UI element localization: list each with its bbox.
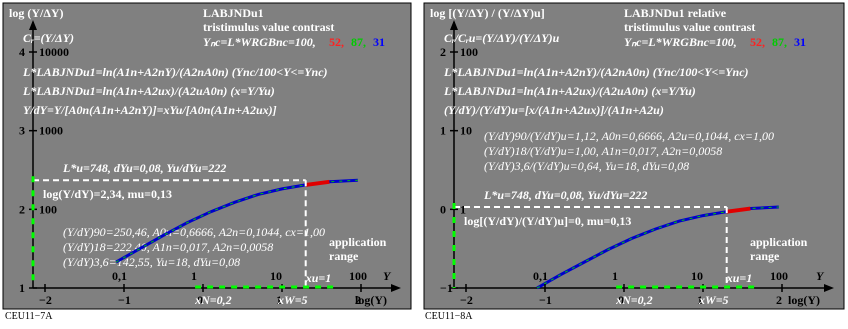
rgb-value-0: 52, bbox=[750, 35, 765, 49]
info-line-0: (Y/dY)90=250,46, A0n=0,6666, A2n=0,1044,… bbox=[63, 225, 325, 239]
chart-subtitle: tristimulus value contrast bbox=[624, 20, 755, 34]
rgb-value-2: 31 bbox=[373, 35, 385, 49]
equation-2: Y/dY=Y/[A0n(A1n+A2nY)]=xYu/[A0n(A1n+A2ux… bbox=[23, 103, 277, 117]
point-label: L*u=748, dYu=0,08, Yu/dYu=222 bbox=[62, 161, 226, 175]
xn-label: xN=0,2 bbox=[194, 293, 232, 307]
y-small-label: Y bbox=[816, 269, 825, 283]
y-tick-label: −1 bbox=[440, 281, 453, 295]
chart-right: log [(Y/ΔY) / (Y/ΔY)u] LABJNDu1 relativet… bbox=[423, 2, 845, 322]
point-label: L*u=748, dYu=0,08, Yu/dYu=222 bbox=[483, 188, 647, 202]
y-tick-minor-label: 1000 bbox=[39, 124, 63, 138]
equation-1: L*LABJNDu1=ln(A1n+A2ux)/(A2uA0n) (x=Y/Yu… bbox=[22, 84, 275, 98]
xu-label: xu=1 bbox=[726, 271, 753, 285]
x-tick-label: −1 bbox=[118, 293, 131, 307]
x-minor-label: 1 bbox=[191, 269, 197, 283]
log-label: log(Y/dY)=2,34, mu=0,13 bbox=[43, 187, 172, 201]
info-line-0: (Y/dY)90/(Y/dY)u=1,12, A0n=0,6666, A2u=0… bbox=[484, 129, 774, 143]
ync-label: Yₙc=L*WRGBnc=100, bbox=[624, 35, 737, 49]
contrast-label: Cᵣ/Cᵣu=(Y/ΔY)/(Y/ΔY)u bbox=[444, 31, 560, 45]
info-line-1: (Y/dY)18=222,40, A1n=0,017, A2n=0,0058 bbox=[63, 240, 273, 254]
rgb-value-2: 31 bbox=[794, 35, 806, 49]
contrast-label: Cᵣ=(Y/ΔY) bbox=[23, 31, 74, 45]
rgb-value-1: 87, bbox=[351, 35, 366, 49]
y-axis-arrow-icon bbox=[450, 20, 458, 30]
chart-left-border bbox=[2, 2, 412, 310]
chart-right-background bbox=[423, 2, 845, 310]
x-minor-label: 1 bbox=[612, 269, 618, 283]
y-tick-minor-label: 100 bbox=[39, 202, 57, 216]
info-line-2: (Y/dY)3,6/(Y/dY)u=0,64, Yu=18, dYu=0,08 bbox=[484, 159, 689, 173]
rgb-value-0: 52, bbox=[329, 35, 344, 49]
xw-label: xW=5 bbox=[698, 293, 729, 307]
xw-label: xW=5 bbox=[277, 293, 308, 307]
y-tick-minor-label: 1 bbox=[460, 202, 466, 216]
log-label: log[(Y/dY)/(Y/dY)u]=0, mu=0,13 bbox=[464, 214, 631, 228]
x-tick-label: 1 bbox=[697, 293, 703, 307]
y-tick-label: 4 bbox=[19, 45, 25, 59]
x-tick-label: 0 bbox=[197, 293, 203, 307]
equation-2: (Y/dY)/(Y/dY)u=[x/(A1n+A2ux)]/(A1n+A2u) bbox=[444, 103, 664, 117]
app-range-line-1: application bbox=[329, 235, 387, 249]
chart-title: LABJNDu1 relative bbox=[624, 6, 727, 20]
y-tick-label: 1 bbox=[19, 281, 25, 295]
footer-right: CEU11−8A bbox=[425, 311, 473, 322]
xu-label: xu=1 bbox=[305, 271, 332, 285]
x-tick-label: −1 bbox=[539, 293, 552, 307]
equation-0: L*LABJNDu1=ln(A1n+A2nY)/(A2nA0n) (Ync/10… bbox=[22, 65, 328, 79]
x-tick-label: −2 bbox=[39, 293, 52, 307]
chart-title: LABJNDu1 bbox=[203, 6, 264, 20]
y-small-label: Y bbox=[383, 269, 392, 283]
data-curve-highlight bbox=[726, 206, 751, 214]
x-minor-label: 100 bbox=[349, 269, 367, 283]
x-tick-label: −2 bbox=[460, 293, 473, 307]
equation-1: L*LABJNDu1=ln(A1n+A2ux)/(A2uA0n) (x=Y/Yu… bbox=[443, 84, 696, 98]
chart-left-background bbox=[2, 2, 412, 310]
app-range-line-2: range bbox=[329, 249, 359, 263]
x-minor-label: 100 bbox=[770, 269, 788, 283]
xn-label: xN=0,2 bbox=[615, 293, 653, 307]
rgb-value-1: 87, bbox=[772, 35, 787, 49]
app-range-line-2: range bbox=[750, 249, 780, 263]
y-tick-minor-label: 100 bbox=[460, 45, 478, 59]
app-range-line-1: application bbox=[750, 235, 808, 249]
x-axis-arrow-icon bbox=[824, 284, 834, 292]
x-axis-title: log(Y) bbox=[355, 293, 387, 307]
info-line-1: (Y/dY)18/(Y/dY)u=1,00, A1n=0,017, A2n=0,… bbox=[484, 144, 722, 158]
y-tick-minor-label: 10000 bbox=[39, 45, 69, 59]
x-minor-label: 0,1 bbox=[112, 269, 127, 283]
y-tick-label: 3 bbox=[19, 124, 25, 138]
y-axis-arrow-icon bbox=[29, 20, 37, 30]
y-axis-title: log (Y/ΔY) bbox=[9, 6, 64, 20]
footer-left: CEU11−7A bbox=[5, 311, 53, 322]
y-tick-label: 1 bbox=[440, 124, 446, 138]
x-minor-label: 10 bbox=[691, 269, 703, 283]
x-tick-label: 2 bbox=[355, 293, 361, 307]
x-tick-label: 0 bbox=[618, 293, 624, 307]
x-axis-title: log(Y) bbox=[788, 293, 820, 307]
y-tick-label: 0 bbox=[440, 202, 446, 216]
data-curve-highlight bbox=[305, 179, 330, 187]
x-tick-label: 1 bbox=[276, 293, 282, 307]
y-axis-title: log [(Y/ΔY) / (Y/ΔY)u] bbox=[430, 6, 545, 20]
x-minor-label: 0,1 bbox=[533, 269, 548, 283]
chart-subtitle: tristimulus value contrast bbox=[203, 20, 334, 34]
y-tick-label: 2 bbox=[440, 45, 446, 59]
x-minor-label: 10 bbox=[270, 269, 282, 283]
x-axis-arrow-icon bbox=[391, 284, 401, 292]
ync-label: Yₙc=L*WRGBnc=100, bbox=[203, 35, 316, 49]
info-line-2: (Y/dY)3,6=142,55, Yu=18, dYu=0,08 bbox=[63, 255, 240, 269]
x-tick-label: 2 bbox=[776, 293, 782, 307]
equation-0: L*LABJNDu1=ln(A1n+A2nY)/(A2nA0n) (Ync/10… bbox=[443, 65, 749, 79]
y-tick-minor-label: 10 bbox=[460, 124, 472, 138]
y-tick-label: 2 bbox=[19, 202, 25, 216]
